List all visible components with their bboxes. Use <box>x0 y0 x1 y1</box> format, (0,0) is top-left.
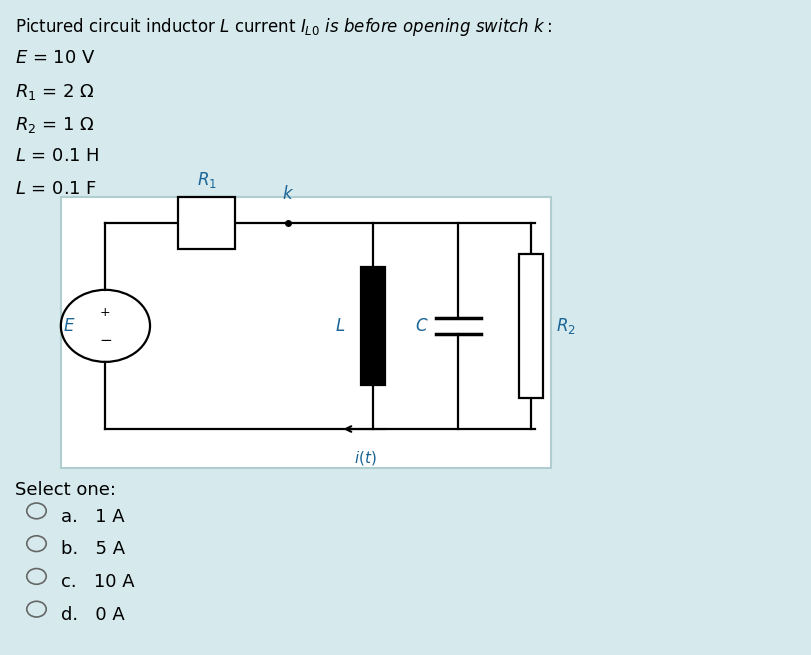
Text: $\mathit{C}$: $\mathit{C}$ <box>415 317 428 335</box>
FancyBboxPatch shape <box>61 196 551 468</box>
Text: a.   1 A: a. 1 A <box>61 508 124 525</box>
Bar <box>361 267 385 385</box>
Text: Select one:: Select one: <box>15 481 116 499</box>
Text: $\mathit{R}_1$: $\mathit{R}_1$ <box>197 170 217 190</box>
Text: $\mathit{R}_2$: $\mathit{R}_2$ <box>556 316 575 336</box>
Text: Pictured circuit inductor $\mathit{L}$ current $\mathit{I}_{L0}$ $\it{is\ before: Pictured circuit inductor $\mathit{L}$ c… <box>15 16 552 39</box>
Text: $\mathit{L}$ = 0.1 H: $\mathit{L}$ = 0.1 H <box>15 147 99 165</box>
Text: −: − <box>99 333 112 348</box>
Text: $\mathit{R}_1$ = 2 $\Omega$: $\mathit{R}_1$ = 2 $\Omega$ <box>15 82 94 102</box>
Text: $\mathit{E}$: $\mathit{E}$ <box>62 317 75 335</box>
Bar <box>178 196 235 249</box>
Text: $\mathit{R}_2$ = 1 $\Omega$: $\mathit{R}_2$ = 1 $\Omega$ <box>15 115 94 135</box>
Bar <box>519 253 543 398</box>
Text: $\mathit{E}$ = 10 V: $\mathit{E}$ = 10 V <box>15 49 96 67</box>
Text: +: + <box>100 306 111 319</box>
Text: $\mathit{L}$: $\mathit{L}$ <box>336 317 345 335</box>
Text: $\mathit{L}$ = 0.1 F: $\mathit{L}$ = 0.1 F <box>15 180 97 198</box>
Text: c.   10 A: c. 10 A <box>61 573 135 591</box>
Text: b.   5 A: b. 5 A <box>61 540 125 558</box>
Text: d.   0 A: d. 0 A <box>61 606 125 624</box>
Text: $\mathit{i}(\mathit{t})$: $\mathit{i}(\mathit{t})$ <box>354 449 376 466</box>
Text: $\mathit{k}$: $\mathit{k}$ <box>281 185 294 203</box>
